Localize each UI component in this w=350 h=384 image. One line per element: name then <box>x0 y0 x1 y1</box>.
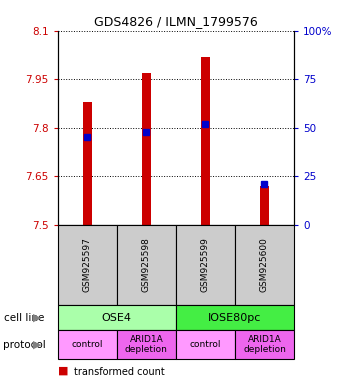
Text: control: control <box>71 340 103 349</box>
Bar <box>142 73 151 225</box>
Text: GSM925600: GSM925600 <box>260 238 269 292</box>
Text: ■: ■ <box>58 366 68 376</box>
Bar <box>83 102 92 225</box>
Bar <box>201 56 210 225</box>
Text: GSM925599: GSM925599 <box>201 238 210 292</box>
Text: transformed count: transformed count <box>74 367 164 377</box>
Bar <box>260 186 269 225</box>
Text: control: control <box>190 340 221 349</box>
Text: ARID1A
depletion: ARID1A depletion <box>243 335 286 354</box>
Text: GSM925597: GSM925597 <box>83 238 92 292</box>
Title: GDS4826 / ILMN_1799576: GDS4826 / ILMN_1799576 <box>94 15 258 28</box>
Text: ▶: ▶ <box>33 339 41 350</box>
Text: OSE4: OSE4 <box>102 313 132 323</box>
Text: ▶: ▶ <box>33 313 41 323</box>
Text: ARID1A
depletion: ARID1A depletion <box>125 335 168 354</box>
Text: IOSE80pc: IOSE80pc <box>208 313 262 323</box>
Text: cell line: cell line <box>4 313 44 323</box>
Text: protocol: protocol <box>4 339 46 350</box>
Text: GSM925598: GSM925598 <box>142 238 151 292</box>
